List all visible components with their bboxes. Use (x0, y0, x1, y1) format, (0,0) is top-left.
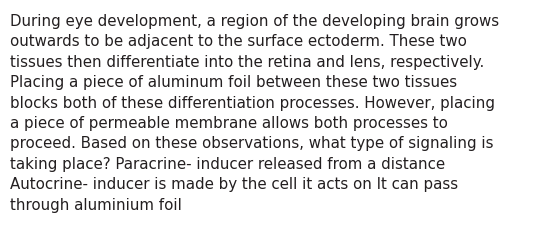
Text: During eye development, a region of the developing brain grows
outwards to be ad: During eye development, a region of the … (10, 14, 499, 212)
